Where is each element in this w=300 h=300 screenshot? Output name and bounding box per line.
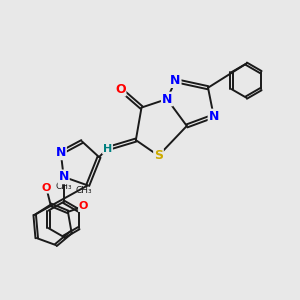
Text: N: N — [58, 170, 69, 183]
Text: O: O — [79, 201, 88, 211]
Text: O: O — [42, 183, 51, 193]
Text: CH₃: CH₃ — [75, 187, 92, 196]
Text: S: S — [154, 149, 163, 162]
Text: O: O — [115, 82, 126, 96]
Text: N: N — [162, 92, 172, 106]
Text: N: N — [208, 110, 219, 122]
Text: CH₃: CH₃ — [56, 182, 72, 191]
Text: H: H — [103, 144, 112, 154]
Text: N: N — [170, 74, 181, 87]
Text: N: N — [56, 146, 66, 159]
